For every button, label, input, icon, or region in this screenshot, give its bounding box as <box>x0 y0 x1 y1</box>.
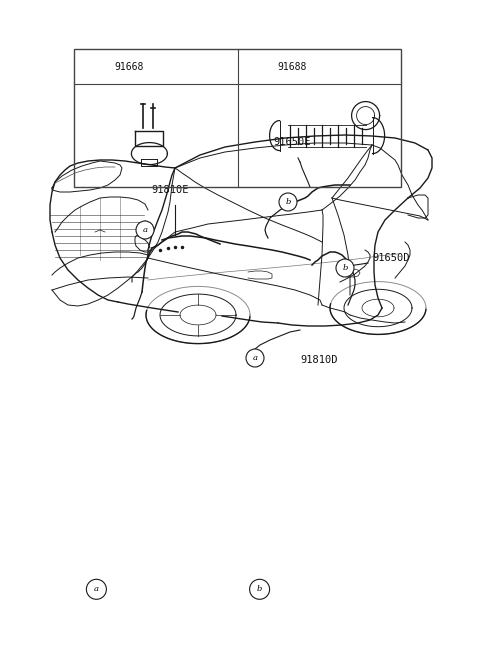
Text: a: a <box>143 226 147 234</box>
Bar <box>74 49 401 187</box>
Text: b: b <box>285 198 291 206</box>
Text: a: a <box>252 354 257 362</box>
Text: a: a <box>94 585 99 593</box>
Text: 91650D: 91650D <box>372 253 409 263</box>
Circle shape <box>136 221 154 239</box>
Text: 91810E: 91810E <box>151 185 189 195</box>
Circle shape <box>279 193 297 211</box>
Circle shape <box>250 579 270 600</box>
Text: b: b <box>342 264 348 272</box>
Text: 91650E: 91650E <box>273 137 311 147</box>
Text: 91668: 91668 <box>114 62 144 72</box>
Circle shape <box>86 579 107 600</box>
Text: 91810D: 91810D <box>300 355 337 365</box>
Circle shape <box>336 259 354 277</box>
Text: b: b <box>257 585 262 593</box>
Text: 91688: 91688 <box>277 62 307 72</box>
Circle shape <box>246 349 264 367</box>
